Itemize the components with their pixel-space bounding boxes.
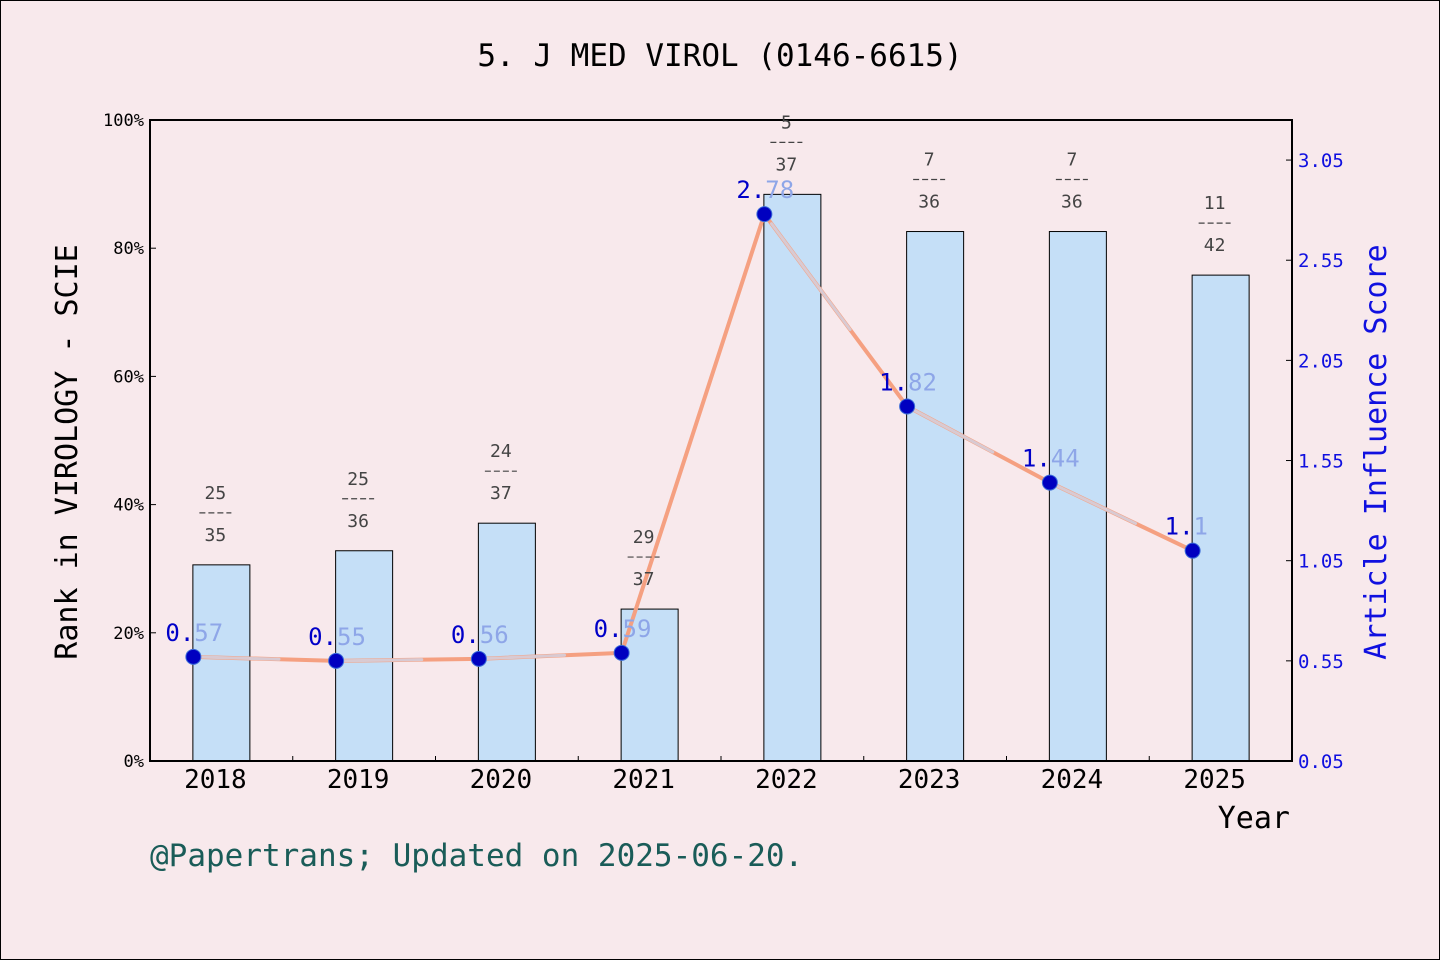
ai-label-2022: 2.78 <box>736 176 794 204</box>
y-axis-label: Rank in VIROLOGY - SCIE <box>50 244 85 659</box>
rank-numerator: 11 <box>1204 193 1226 214</box>
y-tick-label: 100% <box>103 111 144 131</box>
x-tick-label-2023: 2023 <box>898 765 961 795</box>
x-tick-label-2024: 2024 <box>1041 765 1104 795</box>
y-tick-label: 80% <box>113 239 144 259</box>
bar-2020 <box>477 522 536 762</box>
rank-label-2021: 29 37 <box>627 527 660 590</box>
line-sheen-2024 <box>1055 484 1138 525</box>
rank-numerator: 25 <box>347 469 369 490</box>
bar-2025 <box>1191 274 1250 762</box>
ai-point-2020 <box>470 650 487 667</box>
rank-denominator: 35 <box>205 525 227 546</box>
rank-denominator: 37 <box>490 483 512 504</box>
x-axis-label: Year <box>1218 801 1290 836</box>
footer-note: @Papertrans; Updated on 2025-06-20. <box>150 838 803 874</box>
line-sheen-2020 <box>484 653 567 661</box>
rank-numerator: 29 <box>633 527 655 548</box>
ai-label-2021: 0.59 <box>594 615 652 643</box>
y2-tick-label: 3.05 <box>1298 150 1344 172</box>
rank-label-2023: 7 36 <box>913 150 946 213</box>
rank-denominator: 36 <box>918 192 940 213</box>
y2-axis-label: Article Influence Score <box>1359 244 1394 659</box>
x-tick-label-2018: 2018 <box>184 765 247 795</box>
rank-denominator: 36 <box>1061 192 1083 213</box>
y2-tick-label: 2.55 <box>1298 250 1344 272</box>
axes-layer: 0% 20% 40% 60% 80% 100% 0.05 0.55 1.05 1.55 2.05 2.… <box>103 111 1344 795</box>
ai-point-2024 <box>1041 474 1058 491</box>
plot-area <box>149 119 1293 762</box>
line-layer <box>185 206 1201 669</box>
x-tick-label-2022: 2022 <box>755 765 818 795</box>
rank-label-2020: 24 37 <box>484 441 517 504</box>
ai-point-2021 <box>613 644 630 661</box>
ai-label-2023: 1.82 <box>879 368 937 396</box>
rank-denominator: 37 <box>776 154 798 175</box>
line-sheen-2022 <box>770 222 852 332</box>
bar-2019 <box>335 550 394 762</box>
labels-layer: 25 35 25 36 24 37 29 37 5 37 7 36 7 36 11 42 0.57 0.55 0.5… <box>165 112 1231 651</box>
y2-tick-label: 2.05 <box>1298 350 1344 372</box>
rank-numerator: 5 <box>781 112 792 133</box>
ai-label-2020: 0.56 <box>451 621 509 649</box>
rank-label-2024: 7 36 <box>1055 150 1088 213</box>
y-tick-label: 0% <box>124 752 144 772</box>
bar-2018 <box>192 564 251 762</box>
ai-point-2022 <box>756 206 773 223</box>
rank-label-2018: 25 35 <box>199 483 232 546</box>
ai-point-2018 <box>185 648 202 665</box>
chart-title: 5. J MED VIROL (0146-6615) <box>477 38 962 74</box>
rank-label-2019: 25 36 <box>342 469 375 532</box>
ai-label-2024: 1.44 <box>1022 445 1080 473</box>
ai-label-2025: 1.1 <box>1165 513 1208 541</box>
rank-numerator: 7 <box>1066 150 1077 171</box>
rank-numerator: 24 <box>490 441 512 462</box>
ai-point-2025 <box>1184 542 1201 559</box>
x-tick-label-2021: 2021 <box>612 765 675 795</box>
y2-tick-label: 1.55 <box>1298 451 1344 473</box>
y-tick-label: 40% <box>113 496 144 516</box>
ai-label-2018: 0.57 <box>165 619 223 647</box>
x-tick-label-2025: 2025 <box>1183 765 1246 795</box>
rank-denominator: 42 <box>1204 235 1226 256</box>
x-tick-label-2019: 2019 <box>327 765 390 795</box>
bar-2021 <box>620 608 679 762</box>
y-tick-label: 20% <box>113 624 144 644</box>
ai-point-2023 <box>899 398 916 415</box>
bar-2023 <box>906 231 965 762</box>
y2-tick-label: 0.55 <box>1298 651 1344 673</box>
line-sheen-2019 <box>341 658 424 663</box>
line-segment-2021 <box>619 212 767 655</box>
ai-label-2019: 0.55 <box>308 623 366 651</box>
rank-denominator: 37 <box>633 569 655 590</box>
x-tick-label-2020: 2020 <box>470 765 533 795</box>
line-sheen-2023 <box>912 408 995 454</box>
rank-label-2025: 11 42 <box>1198 193 1231 256</box>
line-sheen-2018 <box>199 655 281 661</box>
y-tick-label: 60% <box>113 367 144 387</box>
rank-numerator: 25 <box>205 483 227 504</box>
ai-point-2019 <box>328 652 345 669</box>
rank-numerator: 7 <box>924 150 935 171</box>
rank-label-2022: 5 37 <box>770 112 803 175</box>
y2-tick-label: 0.05 <box>1298 751 1344 773</box>
y2-tick-label: 1.05 <box>1298 551 1344 573</box>
rank-denominator: 36 <box>347 511 369 532</box>
